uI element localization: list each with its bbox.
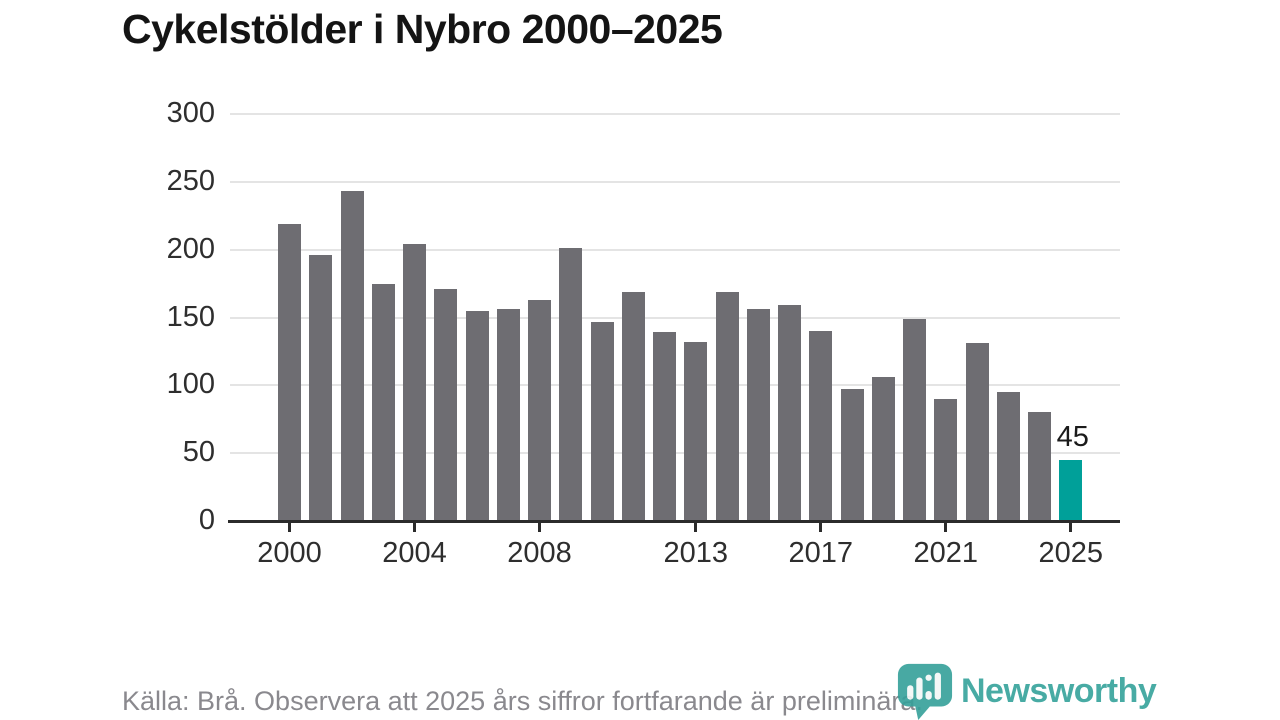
y-tick-label-100: 100 xyxy=(166,368,215,401)
x-axis-line xyxy=(228,520,1120,523)
x-tick-mark-2013 xyxy=(694,523,698,532)
bar-2008 xyxy=(528,299,551,521)
bar-2018 xyxy=(840,389,864,521)
y-tick-label-0: 0 xyxy=(198,504,215,536)
bar-2006 xyxy=(465,310,489,521)
gridline-250 xyxy=(230,180,1120,183)
x-tick-label-2008: 2008 xyxy=(507,537,572,569)
newsworthy-chart-bubble-icon xyxy=(897,663,953,720)
bar-2014 xyxy=(715,291,739,521)
gridline-150 xyxy=(230,316,1120,319)
x-tick-mark-2017 xyxy=(819,523,823,532)
bar-2020 xyxy=(903,318,926,521)
bar-2013 xyxy=(684,341,708,521)
bar-2015 xyxy=(746,309,770,521)
x-tick-label-2004: 2004 xyxy=(382,537,447,569)
y-tick-label-150: 150 xyxy=(166,300,215,333)
x-tick-mark-2000 xyxy=(288,523,291,532)
bar-2010 xyxy=(590,321,614,521)
bar-2024 xyxy=(1028,412,1051,521)
bar-2004 xyxy=(403,244,426,521)
gridline-300 xyxy=(230,113,1120,115)
bar-2011 xyxy=(621,291,645,521)
x-tick-mark-2004 xyxy=(413,523,416,532)
y-tick-label-300: 300 xyxy=(166,97,215,129)
newsworthy-logo: Newsworthy xyxy=(896,662,1157,720)
y-tick-label-250: 250 xyxy=(166,164,215,197)
y-tick-label-50: 50 xyxy=(182,436,215,469)
bar-2022 xyxy=(965,343,989,521)
bar-2023 xyxy=(996,392,1020,521)
x-tick-label-2013: 2013 xyxy=(663,537,728,569)
bar-2000 xyxy=(278,223,301,521)
x-tick-label-2000: 2000 xyxy=(257,537,322,569)
bar-2021 xyxy=(934,398,958,521)
y-tick-label-200: 200 xyxy=(166,232,215,265)
bar-2005 xyxy=(434,289,458,521)
bar-2001 xyxy=(309,255,333,521)
bar-2016 xyxy=(778,305,801,521)
bar-2012 xyxy=(653,332,676,521)
bar-2019 xyxy=(871,377,895,521)
bar-2007 xyxy=(496,309,520,521)
x-tick-mark-2025 xyxy=(1069,523,1073,532)
x-tick-mark-2021 xyxy=(944,523,948,532)
gridline-200 xyxy=(230,248,1120,251)
x-tick-label-2017: 2017 xyxy=(788,537,853,569)
x-tick-label-2021: 2021 xyxy=(913,537,978,569)
chart-title: Cykelstölder i Nybro 2000–2025 xyxy=(122,6,723,52)
source-note: Källa: Brå. Observera att 2025 års siffr… xyxy=(122,686,923,716)
x-tick-label-2025: 2025 xyxy=(1038,537,1103,569)
bar-2003 xyxy=(371,283,395,521)
x-tick-mark-2008 xyxy=(538,523,541,532)
bar-2002 xyxy=(340,191,364,521)
bar-2017 xyxy=(809,331,833,521)
bar-value-label-2025: 45 xyxy=(1056,420,1089,453)
newsworthy-wordmark: Newsworthy xyxy=(961,671,1157,710)
bar-2009 xyxy=(559,248,583,521)
bar-2025 xyxy=(1059,459,1083,521)
